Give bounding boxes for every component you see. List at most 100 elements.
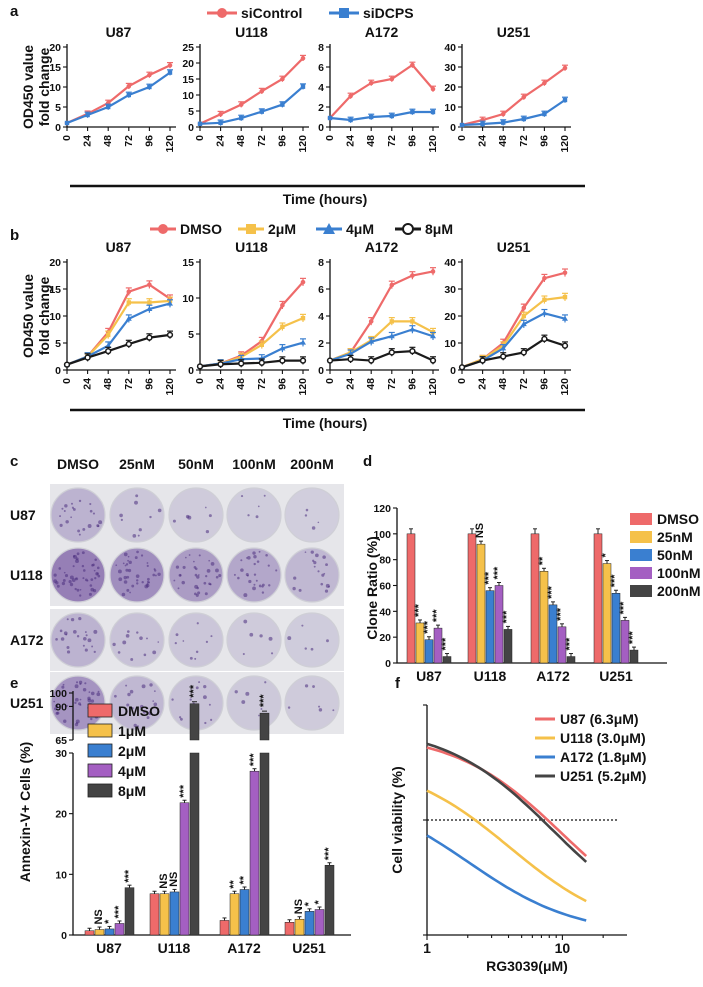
colony-dot: [141, 684, 146, 689]
colony-dot: [119, 513, 123, 518]
colony-dot: [177, 587, 180, 590]
x-tick-label: 0: [194, 378, 206, 384]
colony-dot: [317, 521, 320, 524]
data-point: [197, 121, 203, 126]
colony-dot: [61, 685, 65, 689]
plate-row-label: A172: [10, 632, 44, 648]
colony-dot: [127, 568, 132, 573]
colony-dot: [258, 714, 260, 717]
colony-dot: [121, 592, 126, 597]
x-tick-label: 24: [82, 135, 94, 147]
data-point: [389, 113, 394, 119]
colony-dot: [141, 581, 144, 584]
x-tick-label: 24: [477, 378, 489, 390]
y-tick-label: 0: [318, 122, 324, 134]
chart-title: U118: [235, 239, 268, 255]
y-tick-label: 20: [49, 42, 61, 54]
data-point: [196, 363, 204, 370]
colony-dot: [90, 578, 94, 582]
colony-dot: [64, 504, 68, 508]
x-tick-label: 48: [102, 135, 114, 147]
x-tick-label: 24: [345, 135, 357, 147]
data-point: [430, 269, 436, 274]
significance-label: ***: [546, 585, 558, 599]
significance-label: ***: [483, 571, 495, 585]
colony-dot: [91, 645, 94, 648]
data-point: [105, 342, 112, 348]
panel-label-e: e: [10, 675, 18, 692]
significance-label: *: [600, 553, 612, 558]
bar: [476, 543, 486, 664]
data-point: [562, 97, 568, 103]
data-point: [327, 115, 333, 121]
colony-dot: [152, 700, 155, 702]
colony-dot: [117, 651, 121, 654]
chart-title: A172: [365, 239, 399, 255]
significance-label: NS: [93, 909, 105, 924]
y-tick-label: 0: [188, 122, 194, 134]
colony-dot: [242, 652, 245, 656]
bar: [530, 533, 540, 664]
data-point: [147, 84, 152, 90]
colony-dot: [71, 578, 76, 583]
series-line: [66, 283, 171, 366]
colony-dot: [88, 691, 91, 694]
data-point: [500, 345, 507, 351]
colony-dot: [194, 657, 197, 660]
data-point: [280, 324, 285, 329]
colony-dot: [149, 515, 152, 519]
x-tick-label: 96: [276, 135, 288, 147]
series-line: [66, 64, 171, 125]
dose-response-curve: [426, 746, 588, 858]
y-tick-label: 15: [182, 74, 194, 86]
significance-label: ***: [188, 684, 200, 698]
colony-dot: [154, 574, 157, 577]
legend-swatch: [87, 703, 113, 718]
y-tick-label: 40: [444, 42, 456, 54]
legend-label: U87 (6.3μM): [560, 711, 639, 727]
colony-dot: [246, 574, 249, 577]
bar: [442, 656, 452, 664]
series-line: [461, 271, 566, 369]
legend-label: 1μM: [118, 723, 146, 739]
x-tick-label: 72: [518, 135, 530, 147]
colony-dot: [325, 563, 328, 567]
colony-dot: [152, 650, 157, 655]
colony-dot: [304, 647, 307, 650]
colony-plate: [226, 612, 282, 668]
colony-dot: [204, 506, 207, 509]
colony-dot: [305, 508, 309, 512]
x-tick-label: 10: [555, 940, 571, 956]
colony-dot: [181, 580, 185, 585]
colony-dot: [136, 582, 139, 585]
data-point: [217, 361, 224, 368]
y-axis-label: fold change: [36, 48, 52, 127]
x-tick-label: 120: [297, 378, 309, 396]
series-line: [329, 349, 434, 362]
data-point: [389, 282, 395, 288]
colony-dot: [59, 523, 63, 527]
data-point: [300, 84, 306, 89]
panel-label-b: b: [10, 227, 19, 244]
colony-dot: [75, 719, 80, 724]
data-point: [126, 83, 132, 89]
series-line: [199, 57, 304, 125]
colony-dot: [78, 617, 82, 621]
y-axis-label: OD450 value: [20, 45, 36, 129]
colony-dot: [59, 515, 61, 518]
data-point: [429, 357, 437, 364]
data-point: [300, 315, 306, 321]
colony-dot: [218, 574, 222, 578]
colony-dot: [188, 554, 191, 556]
colony-dot: [253, 554, 257, 559]
colony-dot: [175, 565, 180, 569]
y-tick-label: 20: [49, 257, 61, 269]
y-tick-label: 8: [318, 257, 324, 269]
chart-title: U251: [497, 24, 531, 40]
data-point: [348, 93, 353, 99]
y-tick-label: 10: [49, 82, 61, 94]
colony-dot: [210, 718, 213, 721]
significance-label: ***: [123, 869, 135, 883]
colony-dot: [245, 557, 248, 559]
colony-dot: [76, 635, 80, 638]
